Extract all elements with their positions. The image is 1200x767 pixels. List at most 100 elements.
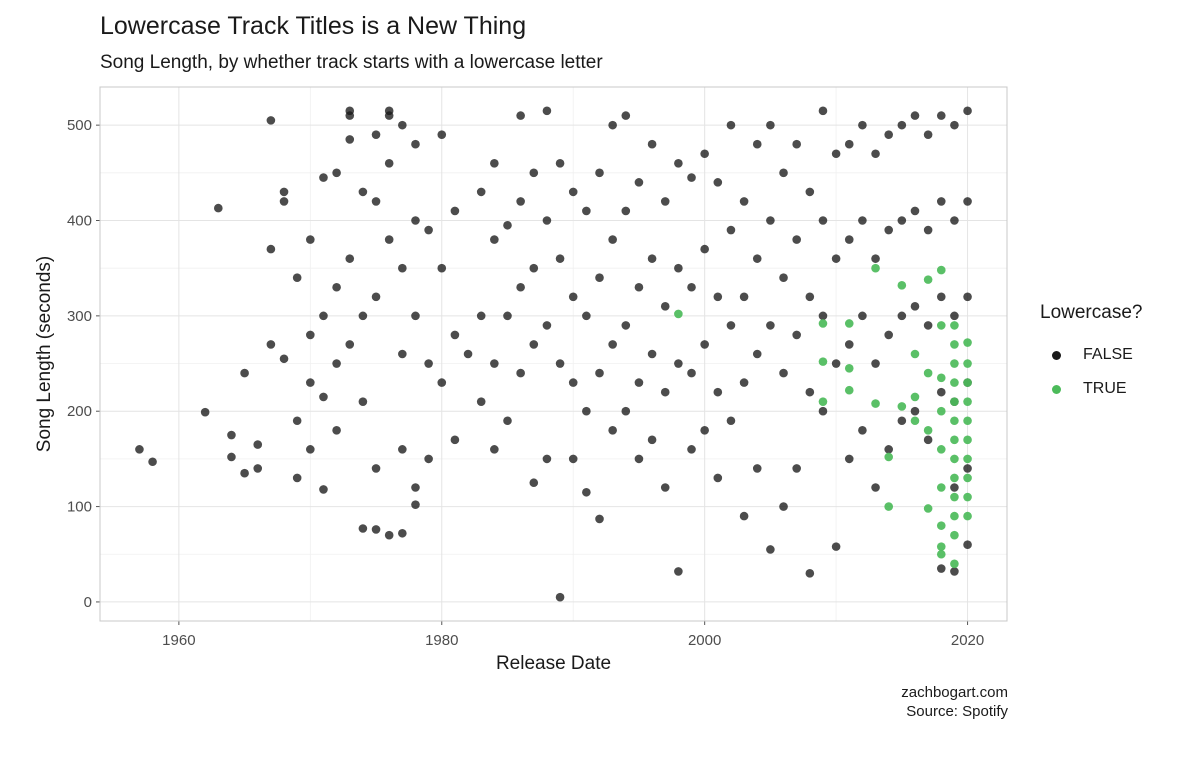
data-point-false <box>910 206 920 216</box>
data-point-true <box>844 319 854 328</box>
data-point-false <box>608 235 617 244</box>
caption-source: Source: Spotify <box>906 703 1008 720</box>
y-tick-label: 500 <box>67 117 92 134</box>
data-point-false <box>752 139 762 149</box>
data-point-false <box>923 225 933 235</box>
data-point-false <box>687 282 696 292</box>
data-point-false <box>279 197 289 206</box>
data-point-true <box>950 492 959 502</box>
data-point-true <box>950 359 959 368</box>
data-point-false <box>516 197 525 206</box>
data-point-true <box>923 275 933 284</box>
data-point-false <box>844 454 854 464</box>
data-point-false <box>345 340 355 349</box>
data-point-false <box>910 302 920 311</box>
data-point-false <box>200 407 210 417</box>
data-point-true <box>950 340 959 349</box>
data-point-false <box>858 120 867 130</box>
data-point-false <box>516 368 525 378</box>
data-point-false <box>897 311 907 321</box>
data-point-false <box>634 378 644 387</box>
data-point-false <box>319 173 328 182</box>
data-point-false <box>752 349 762 359</box>
data-point-false <box>687 368 696 378</box>
data-point-false <box>831 359 841 368</box>
data-point-false <box>240 368 249 378</box>
data-point-false <box>818 106 828 116</box>
data-point-true <box>923 368 933 378</box>
data-point-false <box>490 235 499 244</box>
data-point-false <box>779 168 788 178</box>
data-point-false <box>634 282 644 292</box>
data-point-false <box>424 225 433 235</box>
data-point-false <box>621 321 631 330</box>
data-point-false <box>805 292 815 302</box>
data-point-false <box>529 168 539 178</box>
data-point-false <box>963 464 972 473</box>
data-point-false <box>871 359 880 368</box>
data-point-false <box>700 340 709 349</box>
data-point-false <box>371 197 381 206</box>
data-point-true <box>950 473 959 483</box>
data-point-true <box>936 265 946 275</box>
data-point-false <box>266 244 276 254</box>
data-point-true <box>818 397 828 406</box>
data-point-false <box>595 168 604 178</box>
data-point-false <box>713 292 723 302</box>
data-point-false <box>923 130 933 139</box>
chart-subtitle: Song Length, by whether track starts wit… <box>100 52 603 73</box>
legend-label-false: FALSE <box>1083 346 1133 363</box>
data-point-false <box>529 340 539 349</box>
data-point-true <box>963 454 972 464</box>
data-point-false <box>253 464 263 473</box>
data-point-false <box>555 158 565 168</box>
data-point-false <box>319 485 328 494</box>
data-point-false <box>516 282 525 292</box>
data-point-false <box>950 311 959 321</box>
data-point-true <box>950 559 959 569</box>
data-point-false <box>923 435 933 445</box>
data-point-false <box>818 311 828 321</box>
data-point-false <box>923 321 933 330</box>
data-point-false <box>897 416 907 426</box>
data-point-false <box>726 120 736 130</box>
data-point-false <box>792 139 801 149</box>
data-point-false <box>936 564 946 573</box>
data-point-false <box>726 416 736 426</box>
data-point-false <box>371 464 381 473</box>
data-point-false <box>332 282 341 292</box>
data-point-false <box>490 158 499 168</box>
data-point-false <box>542 106 552 116</box>
data-point-false <box>503 220 512 230</box>
data-point-false <box>660 483 670 492</box>
data-point-false <box>371 525 381 534</box>
data-point-false <box>227 452 236 462</box>
data-point-false <box>555 359 565 368</box>
y-tick-label: 0 <box>84 594 92 611</box>
data-point-false <box>713 178 723 187</box>
data-point-true <box>936 373 946 383</box>
data-point-false <box>411 216 420 225</box>
data-point-false <box>739 378 749 387</box>
data-point-false <box>358 397 368 406</box>
data-point-false <box>568 187 578 197</box>
data-point-true <box>884 452 893 462</box>
data-point-true <box>936 549 946 559</box>
data-point-false <box>858 311 867 321</box>
data-point-true <box>950 511 959 521</box>
data-point-false <box>135 445 144 454</box>
data-point-true <box>950 321 959 330</box>
caption-site: zachbogart.com <box>901 684 1008 701</box>
data-point-true <box>950 416 959 426</box>
data-point-false <box>871 149 880 159</box>
data-point-false <box>805 387 815 397</box>
data-point-false <box>595 273 604 283</box>
data-point-false <box>476 187 486 197</box>
data-point-false <box>358 524 368 533</box>
data-point-false <box>687 445 696 454</box>
data-point-false <box>660 387 670 397</box>
data-point-true <box>950 397 959 406</box>
data-point-false <box>792 464 801 473</box>
data-point-false <box>766 321 775 330</box>
